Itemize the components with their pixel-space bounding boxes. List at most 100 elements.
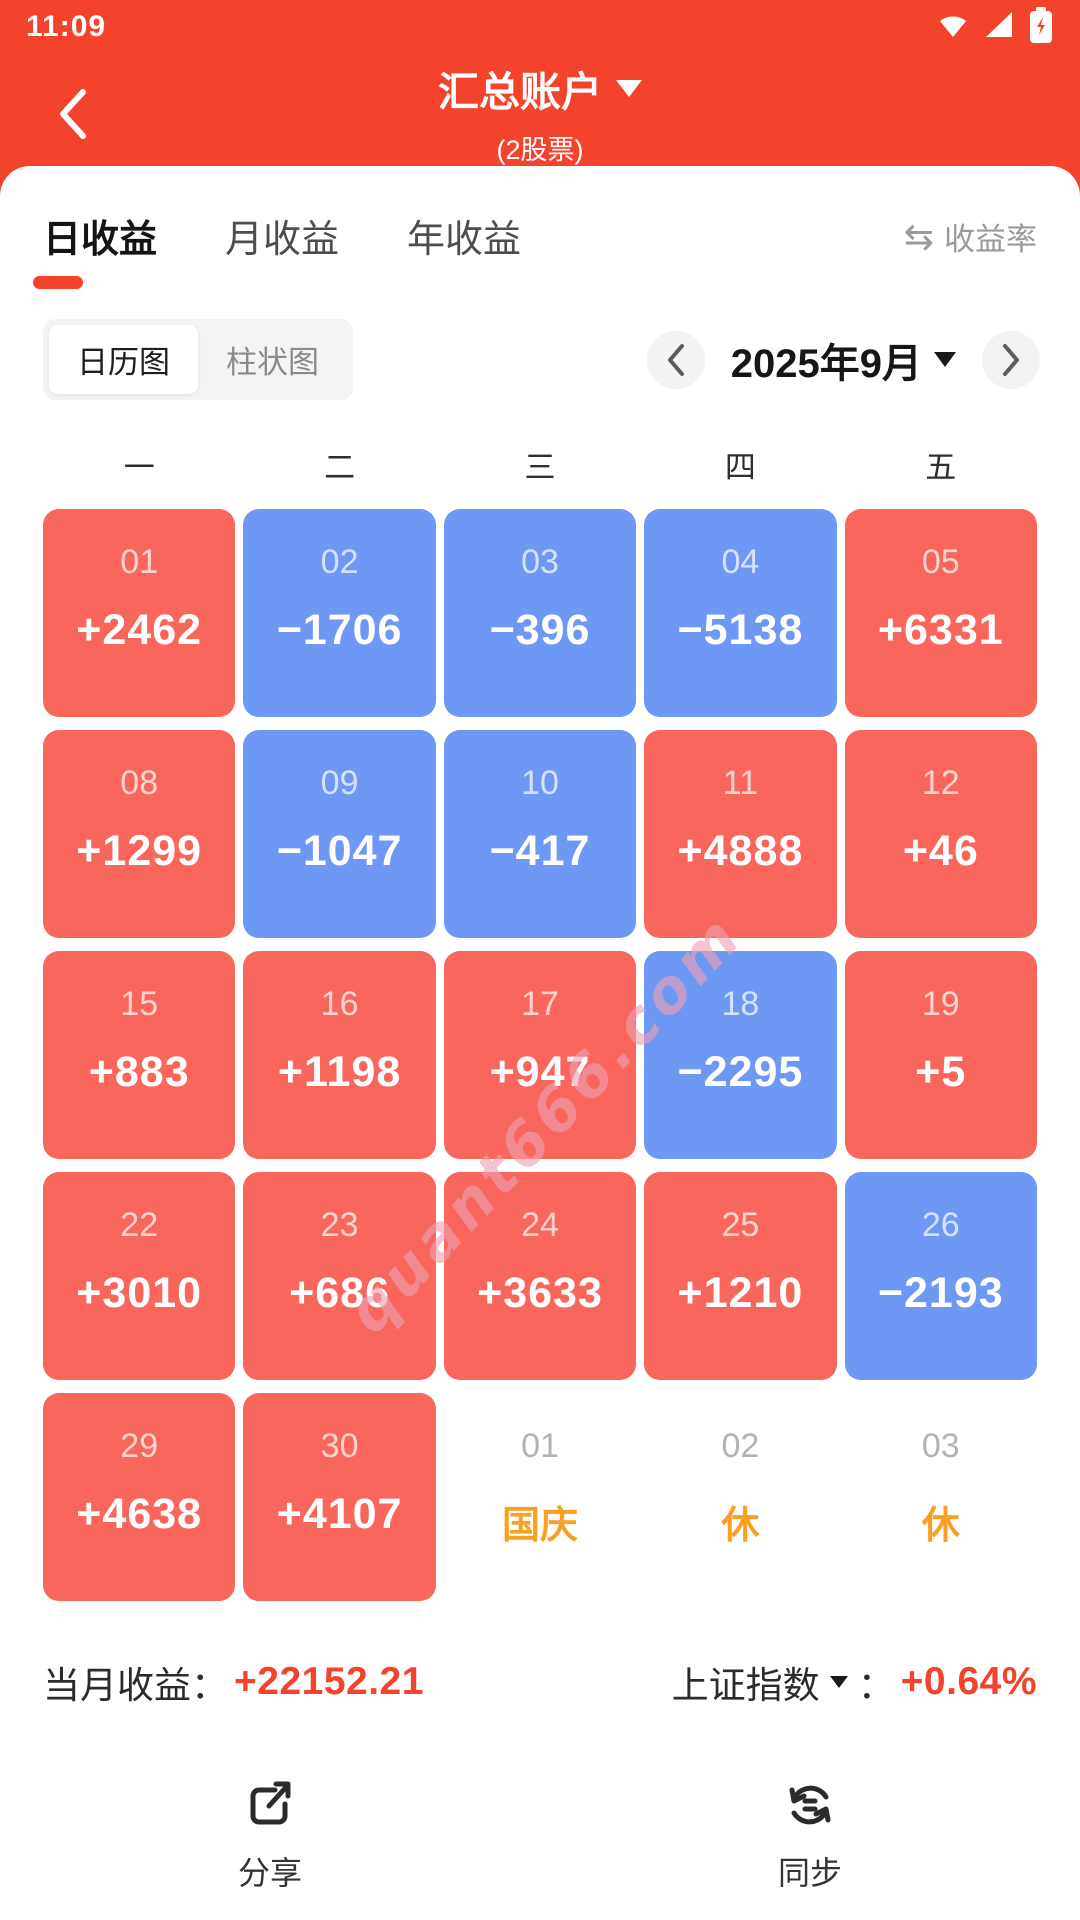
cell-value: 休: [721, 1505, 760, 1547]
cell-date: 03: [521, 543, 559, 581]
month-caret-icon: [934, 352, 956, 367]
cell-value: +5: [915, 1048, 967, 1096]
back-button[interactable]: [44, 86, 100, 142]
weekday-label: 三: [524, 450, 556, 485]
calendar-cell[interactable]: 02 休: [644, 1393, 836, 1601]
month-profit-label: 当月收益：: [43, 1665, 228, 1706]
cell-date: 12: [921, 764, 960, 802]
index-change-value: +0.64%: [900, 1660, 1037, 1703]
calendar-cell[interactable]: 02 −1706: [243, 509, 436, 717]
cell-value: +2462: [76, 606, 203, 654]
calendar-cell[interactable]: 15 +883: [43, 951, 236, 1159]
calendar-cell[interactable]: 08 +1299: [43, 730, 236, 938]
account-selector[interactable]: 汇总账户: [438, 58, 642, 118]
cell-value: +686: [289, 1269, 391, 1317]
back-icon: [60, 89, 86, 139]
tab-monthly-profit[interactable]: 月收益: [225, 219, 340, 261]
page-title: 汇总账户: [438, 69, 602, 115]
calendar-cell[interactable]: 05 +6331: [844, 509, 1037, 717]
prev-month-button[interactable]: [646, 330, 705, 389]
tab-yearly-profit[interactable]: 年收益: [407, 219, 522, 261]
cell-date: 02: [721, 1427, 760, 1465]
cell-value: +1299: [76, 827, 203, 875]
cell-date: 22: [120, 1206, 159, 1244]
cell-date: 10: [521, 764, 559, 802]
cell-value: −1047: [276, 827, 403, 875]
calendar-cell[interactable]: 26 −2193: [844, 1172, 1037, 1380]
cell-value: +6331: [877, 606, 1004, 654]
calendar-cell[interactable]: 17 +947: [443, 951, 637, 1159]
share-icon: [250, 1781, 291, 1825]
calendar-cell[interactable]: 10 −417: [443, 730, 637, 938]
dropdown-caret-icon: [616, 79, 642, 97]
month-navigator: 2025年9月: [646, 330, 1040, 389]
weekday-header: 一二三四五: [43, 442, 1037, 487]
calendar-cell[interactable]: 19 +5: [844, 951, 1037, 1159]
cell-date: 09: [320, 764, 359, 802]
wifi-icon: [936, 8, 970, 47]
cell-value: +1198: [277, 1048, 402, 1096]
rate-mode-toggle[interactable]: ⇆ 收益率: [904, 214, 1037, 289]
calendar-cell[interactable]: 29 +4638: [43, 1393, 236, 1601]
sync-button[interactable]: 同步: [540, 1762, 1080, 1920]
calendar-cell[interactable]: 03 休: [845, 1393, 1037, 1601]
cell-value: −396: [489, 606, 591, 654]
battery-charging-icon: [1028, 6, 1054, 49]
calendar-cell[interactable]: 24 +3633: [443, 1172, 637, 1380]
calendar-cell[interactable]: 12 +46: [844, 730, 1037, 938]
cell-date: 19: [921, 985, 960, 1023]
cell-date: 08: [120, 764, 159, 802]
cell-date: 18: [721, 985, 760, 1023]
calendar-cell[interactable]: 01 +2462: [43, 509, 236, 717]
cell-date: 29: [120, 1427, 159, 1465]
tab-daily-profit[interactable]: 日收益: [43, 219, 158, 261]
cell-date: 11: [722, 764, 759, 802]
cell-date: 17: [521, 985, 559, 1023]
share-button[interactable]: 分享: [0, 1762, 540, 1920]
cell-date: 05: [921, 543, 960, 581]
calendar-cell[interactable]: 25 +1210: [644, 1172, 837, 1380]
status-bar: 11:09: [0, 0, 1080, 46]
next-month-button[interactable]: [982, 330, 1040, 389]
calendar-grid: 01 +2462 02 −1706 03 −396 04 −5138 05 +6…: [43, 509, 1037, 1601]
view-barchart-option[interactable]: 柱状图: [226, 345, 319, 380]
share-label: 分享: [237, 1855, 302, 1891]
view-calendar-option[interactable]: 日历图: [49, 325, 198, 394]
signal-icon: [982, 8, 1016, 47]
calendar-cell[interactable]: 09 −1047: [243, 730, 436, 938]
calendar-cell[interactable]: 18 −2295: [644, 951, 837, 1159]
calendar-cell[interactable]: 03 −396: [443, 509, 637, 717]
calendar-cell[interactable]: 23 +686: [243, 1172, 436, 1380]
cell-date: 03: [921, 1427, 960, 1465]
weekday-label: 四: [724, 450, 756, 485]
weekday-label: 二: [324, 450, 356, 485]
cell-date: 24: [521, 1206, 559, 1244]
calendar-cell[interactable]: 04 −5138: [644, 509, 837, 717]
summary-row: 当月收益： +22152.21 上证指数 ： +0.64%: [0, 1601, 1080, 1709]
rate-toggle-label: 收益率: [944, 222, 1037, 257]
calendar-cell[interactable]: 11 +4888: [644, 730, 837, 938]
month-selector[interactable]: 2025年9月: [731, 331, 956, 389]
index-caret-icon[interactable]: [829, 1676, 848, 1688]
cell-value: +947: [489, 1048, 591, 1096]
cell-date: 15: [120, 985, 159, 1023]
cell-date: 04: [721, 543, 760, 581]
sync-icon: [789, 1785, 831, 1825]
calendar-cell[interactable]: 01 国庆: [444, 1393, 636, 1601]
index-selector[interactable]: 上证指数: [671, 1665, 820, 1706]
month-profit-value: +22152.21: [234, 1660, 424, 1703]
cell-value: −2295: [677, 1048, 804, 1096]
status-icons: [936, 6, 1054, 49]
cell-date: 01: [521, 1427, 559, 1465]
chevron-left-icon: [667, 343, 684, 376]
cell-value: −417: [489, 827, 591, 875]
cell-date: 25: [721, 1206, 760, 1244]
cell-value: +46: [902, 827, 979, 875]
controls-row: 日历图 柱状图 2025年9月: [0, 289, 1080, 400]
cell-value: 休: [921, 1505, 960, 1547]
calendar-cell[interactable]: 30 +4107: [243, 1393, 436, 1601]
calendar-cell[interactable]: 16 +1198: [243, 951, 436, 1159]
cell-value: +883: [88, 1048, 190, 1096]
content-sheet: 日收益 月收益 年收益 ⇆ 收益率 日历图 柱状图 2025年9月: [0, 166, 1080, 1920]
calendar-cell[interactable]: 22 +3010: [43, 1172, 236, 1380]
